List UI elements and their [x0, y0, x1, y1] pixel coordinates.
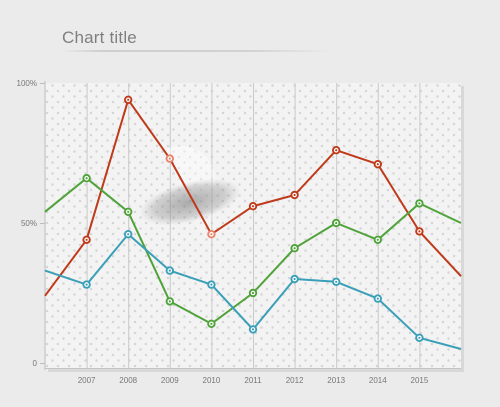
data-point-center: [210, 322, 213, 325]
axes: [40, 81, 461, 370]
x-tick-label: 2011: [244, 376, 262, 385]
x-tick-label: 2010: [203, 376, 221, 385]
data-point-center: [168, 300, 171, 303]
data-point-center: [210, 233, 213, 236]
data-point-center: [85, 177, 88, 180]
data-point-center: [418, 202, 421, 205]
data-point-center: [251, 328, 255, 331]
data-point-center: [376, 297, 379, 300]
data-point-center: [293, 277, 296, 281]
data-point-center: [251, 291, 255, 295]
data-point-center: [418, 230, 421, 233]
y-tick-label: 50%: [21, 219, 37, 228]
data-point-center: [335, 280, 338, 283]
y-tick-label: 100%: [17, 79, 37, 88]
x-tick-label: 2008: [119, 376, 137, 385]
data-point-center: [85, 283, 88, 286]
chart-title: Chart title: [62, 28, 137, 47]
data-point-center: [168, 157, 171, 160]
x-tick-label: 2009: [161, 376, 179, 385]
x-tick-label: 2014: [369, 376, 387, 385]
data-point-center: [168, 269, 171, 272]
glare-shadow: [139, 178, 241, 226]
data-point-center: [127, 210, 130, 213]
data-point-center: [127, 233, 130, 236]
x-tick-label: 2013: [327, 376, 345, 385]
x-tick-label: 2007: [78, 376, 96, 385]
data-point-center: [376, 238, 379, 241]
x-tick-label: 2015: [411, 376, 429, 385]
title-underline: [60, 50, 332, 52]
data-point-center: [293, 247, 296, 250]
tick-labels: 2007 2008 2009 2010 2011 2012 2013 2014 2015 100%…: [17, 79, 429, 385]
y-tick-label: 0: [33, 359, 38, 368]
data-point-center: [335, 149, 338, 152]
data-point-center: [251, 205, 255, 208]
data-point-center: [335, 221, 338, 225]
data-point-center: [210, 283, 213, 286]
data-point-center: [293, 193, 296, 197]
x-tick-label: 2012: [286, 376, 304, 385]
decorative-highlight: [139, 146, 241, 232]
series-markers: [82, 95, 424, 342]
data-point-center: [127, 98, 130, 101]
data-point-center: [85, 238, 88, 241]
data-point-center: [376, 163, 379, 166]
data-point-center: [418, 336, 421, 339]
